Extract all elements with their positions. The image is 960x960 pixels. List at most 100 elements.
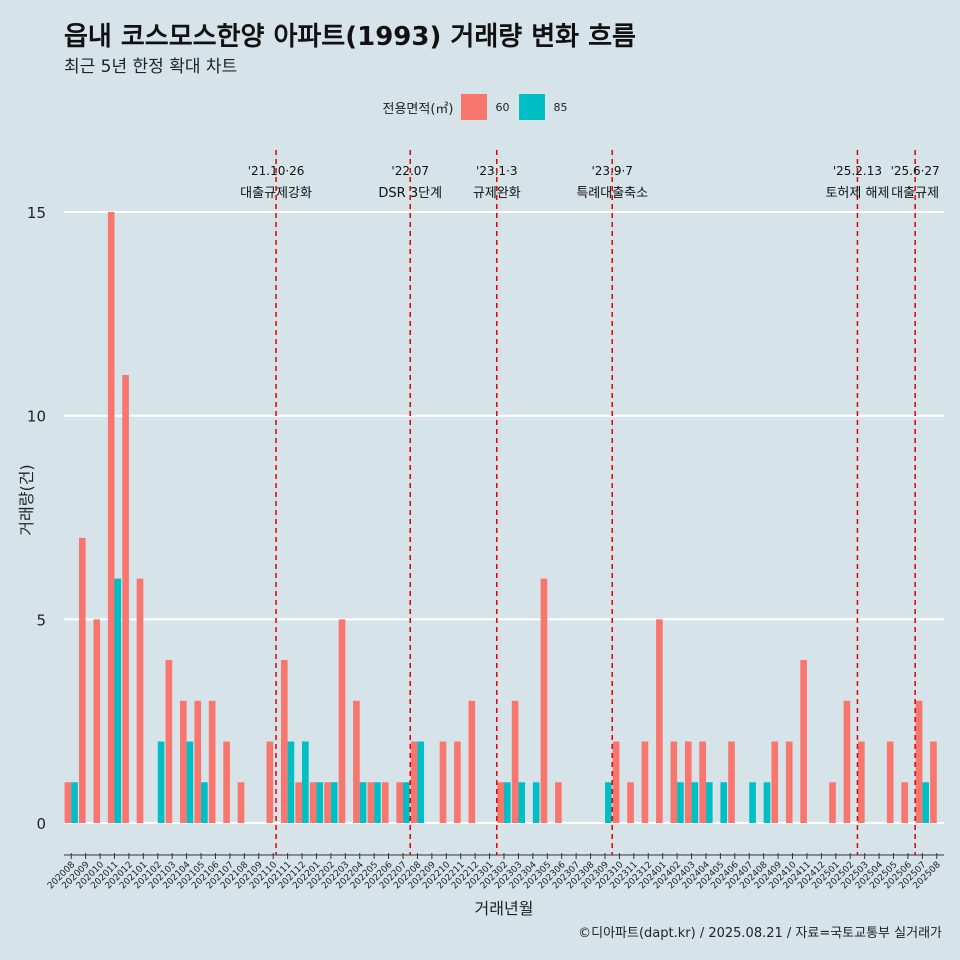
bar-60 (324, 782, 331, 823)
event-name-label: 대출규제강화 (240, 186, 312, 201)
bar-60 (511, 700, 519, 823)
bar-60 (410, 741, 418, 823)
event-date-label: '23.9·7 (591, 164, 632, 178)
event-name-label: 특례대출축소 (576, 186, 648, 201)
bar-60 (670, 741, 678, 823)
event-date-label: '22.07 (391, 164, 429, 178)
bar-60 (136, 578, 144, 823)
bar-60 (439, 741, 447, 823)
bar-60 (194, 700, 202, 823)
bar-60 (454, 741, 461, 823)
bar-60 (309, 782, 317, 823)
legend-swatch-60 (461, 94, 488, 120)
bar-85 (114, 578, 122, 823)
bar-85 (604, 782, 612, 823)
bar-60 (699, 741, 706, 823)
bar-60 (555, 782, 562, 823)
bar-60 (107, 212, 115, 824)
bar-60 (223, 741, 230, 823)
y-tick-label: 10 (27, 408, 46, 426)
bar-85 (71, 782, 78, 823)
bar-85 (518, 782, 526, 823)
bar-60 (237, 782, 245, 823)
bar-85 (316, 782, 324, 823)
x-axis-title: 거래년월 (475, 899, 534, 918)
bar-60 (656, 619, 663, 823)
bar-60 (771, 741, 779, 823)
bar-60 (295, 782, 303, 823)
event-date-label: '23.1·3 (476, 164, 517, 178)
event-date-label: '21.10·26 (248, 164, 305, 178)
bar-60 (728, 741, 735, 823)
legend-title: 전용면적(㎡) (382, 101, 454, 117)
bar-60 (915, 700, 923, 823)
bar-60 (785, 741, 793, 823)
event-name-label: 토허제 해제 (825, 186, 889, 201)
bar-85 (287, 741, 295, 823)
chart-subtitle: 최근 5년 한정 확대 차트 (64, 57, 238, 77)
event-date-label: '25.2.13 (833, 164, 882, 178)
bar-85 (403, 782, 410, 823)
bar-60 (612, 741, 620, 823)
bar-60 (64, 782, 72, 823)
legend: 전용면적(㎡) 60 85 (0, 93, 960, 121)
bar-85 (201, 782, 208, 823)
bar-85 (504, 782, 511, 823)
bar-60 (684, 741, 692, 823)
bar-85 (374, 782, 381, 823)
bar-85 (359, 782, 367, 823)
bar-60 (886, 741, 894, 823)
bar-85 (302, 741, 309, 823)
bar-85 (186, 741, 194, 823)
bar-60 (497, 782, 504, 823)
bar-85 (749, 782, 756, 823)
bar-60 (79, 537, 86, 823)
bar-85 (705, 782, 713, 823)
bar-60 (641, 741, 649, 823)
bar-60 (165, 660, 173, 823)
bar-60 (901, 782, 908, 823)
bar-60 (266, 741, 274, 823)
chart-title: 읍내 코스모스한양 아파트(1993) 거래량 변화 흐름 (64, 22, 636, 52)
bar-60 (353, 700, 360, 823)
bar-60 (858, 741, 865, 823)
bar-85 (417, 741, 425, 823)
source-caption: ©디아파트(dapt.kr) / 2025.08.21 / 자료=국토교통부 실… (578, 926, 942, 941)
bar-85 (532, 782, 540, 823)
event-name-label: DSR 3단계 (378, 186, 442, 201)
bar-85 (330, 782, 338, 823)
y-tick-label: 5 (36, 611, 46, 629)
bar-60 (540, 578, 548, 823)
y-tick-label: 15 (27, 204, 46, 222)
bar-60 (627, 782, 634, 823)
bar-60 (208, 700, 216, 823)
legend-label-60: 60 (495, 100, 510, 114)
event-date-label: '25.6·27 (891, 164, 940, 178)
y-tick-label: 0 (36, 815, 46, 833)
bar-60 (367, 782, 375, 823)
bar-85 (691, 782, 699, 823)
bar-85 (720, 782, 728, 823)
bar-85 (922, 782, 929, 823)
event-name-label: 규제완화 (473, 186, 521, 201)
bar-60 (179, 700, 187, 823)
bar-60 (800, 660, 807, 823)
bar-60 (930, 741, 937, 823)
bar-85 (763, 782, 771, 823)
bar-60 (122, 374, 129, 823)
bar-60 (468, 700, 476, 823)
bar-60 (381, 782, 389, 823)
bar-85 (677, 782, 684, 823)
bar-60 (338, 619, 346, 823)
bar-85 (157, 741, 165, 823)
y-axis-title: 거래량(건) (17, 464, 36, 535)
bar-60 (829, 782, 836, 823)
legend-swatch-85 (519, 94, 546, 120)
event-name-label: 대출규제 (891, 186, 939, 201)
bar-60 (280, 660, 288, 823)
bar-60 (843, 700, 851, 823)
bar-60 (396, 782, 404, 823)
bar-60 (93, 619, 101, 823)
legend-label-85: 85 (553, 100, 568, 114)
